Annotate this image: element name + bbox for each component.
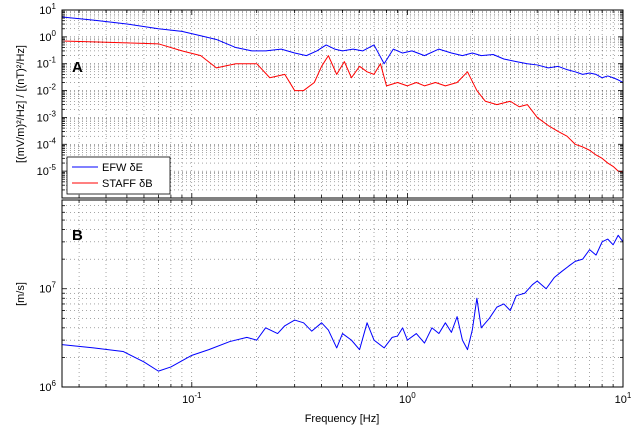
y-tick-label: 107 [39,281,56,296]
series-line-0-0 [62,16,623,83]
legend-label-efw: EFW δE [102,162,143,174]
series-line-0-1 [62,40,623,173]
y-tick-label: 106 [39,379,56,394]
panel-b-label: B [72,227,83,244]
panel-a-label: A [72,59,83,76]
panel-a-ylabel: [(mV/m)²/Hz] / [(nT)²/Hz] [15,45,27,163]
panel-b-ylabel: [m/s] [15,282,27,306]
y-tick-label: 10-3 [37,109,57,124]
y-tick-label: 10-1 [37,56,57,71]
panel-b-frame [61,199,624,388]
panel-a-series [62,16,623,173]
panel-a: 101 100 10-1 10-2 10-3 10-4 10-5 A [(mV/m)²/Hz… [15,2,624,199]
legend: EFW δE STAFF δB [66,156,171,195]
panel-b-grid [62,199,624,388]
x-tick-label: 100 [399,391,416,406]
y-tick-label: 10-5 [37,163,57,178]
legend-label-staff: STAFF δB [102,178,153,190]
panel-b: 106 107 10-1 100 101 B [m/s] Frequency [Hz] [15,199,632,425]
y-tick-label: 10-2 [37,83,57,98]
x-axis-label: Frequency [Hz] [305,413,380,425]
y-tick-label: 100 [39,29,56,44]
legend-box [66,156,171,195]
panel-a-frame [61,9,624,199]
y-tick-label: 10-4 [37,136,57,151]
x-tick-label: 101 [615,391,632,406]
panel-b-series [62,234,623,372]
panel-b-background [62,200,623,387]
y-tick-label: 101 [39,2,56,17]
series-line-1-0 [62,234,623,372]
x-tick-label: 10-1 [182,391,202,406]
